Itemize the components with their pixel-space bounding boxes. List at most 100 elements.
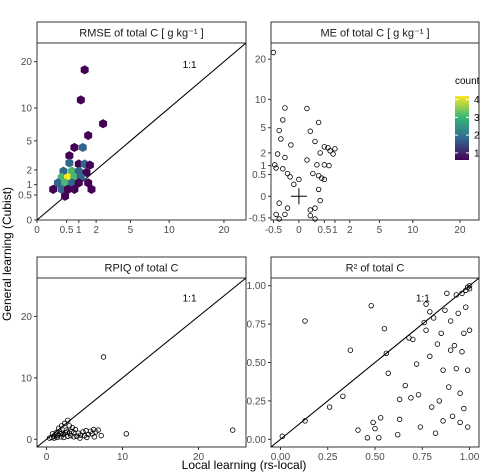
data-point xyxy=(326,404,333,410)
data-point xyxy=(440,367,446,373)
data-point xyxy=(276,200,282,206)
y-tick-label: 10 xyxy=(21,373,33,384)
data-point xyxy=(340,393,346,399)
x-tick-label: 0.00 xyxy=(271,452,291,463)
identity-label: 1:1 xyxy=(183,60,197,71)
data-point xyxy=(372,425,378,432)
data-point xyxy=(312,205,318,211)
data-point xyxy=(377,415,384,421)
hex-bin xyxy=(74,178,83,188)
y-tick-label: -0.5 xyxy=(249,213,267,224)
x-tick-label: 0 xyxy=(296,225,302,236)
data-point xyxy=(466,282,473,289)
data-point xyxy=(307,212,313,219)
data-point xyxy=(457,390,463,396)
data-point xyxy=(270,49,277,56)
data-point xyxy=(280,166,286,172)
data-point xyxy=(327,148,333,154)
x-tick-label: 20 xyxy=(454,225,466,236)
legend-tick-label: 3 xyxy=(474,113,480,124)
data-point xyxy=(279,433,286,439)
hex-bin xyxy=(70,184,79,194)
data-point xyxy=(364,435,371,441)
hex-bin xyxy=(61,191,70,201)
panel-1: RMSE of total C [ g kg⁻¹ ]0 0.5 1 2 5 10 2000.… xyxy=(18,21,247,236)
data-point xyxy=(54,434,60,441)
panel-title: RMSE of total C [ g kg⁻¹ ] xyxy=(79,28,203,40)
x-tick-label: -0.5 xyxy=(265,225,283,236)
x-tick-label: 0.5 xyxy=(60,225,74,236)
x-tick-label: 10 xyxy=(164,225,176,236)
y-tick-label: 0.75 xyxy=(247,320,267,331)
x-tick-label: 0 xyxy=(34,225,40,236)
data-point xyxy=(84,434,90,441)
data-point xyxy=(321,176,328,183)
y-tick-label: 0 xyxy=(26,435,32,446)
hex-bin xyxy=(49,184,58,194)
data-point xyxy=(438,330,444,337)
data-point xyxy=(302,418,308,424)
identity-line xyxy=(36,277,247,448)
y-tick-label: 0.50 xyxy=(247,358,267,369)
x-tick-label: 2 xyxy=(347,225,353,236)
y-tick-label: 0.25 xyxy=(247,396,267,407)
data-point xyxy=(432,430,439,436)
data-point xyxy=(100,354,107,360)
hex-bin xyxy=(99,119,108,129)
hex-bin xyxy=(85,160,94,170)
data-point xyxy=(95,427,101,433)
y-tick-label: 2 xyxy=(26,165,32,176)
hex-bin xyxy=(61,178,70,188)
data-point xyxy=(408,395,414,401)
data-point xyxy=(98,432,104,439)
data-point xyxy=(421,319,427,326)
x-tick-label: 5 xyxy=(128,225,134,236)
data-point xyxy=(383,350,390,356)
data-point xyxy=(427,353,433,360)
hex-bin xyxy=(84,130,93,141)
data-point xyxy=(461,405,467,412)
panel-title: R² of total C xyxy=(346,263,405,275)
y-tick-label: 10 xyxy=(21,104,33,115)
hex-bin xyxy=(82,167,91,178)
hex-bin xyxy=(57,184,66,194)
x-tick-label: 10 xyxy=(117,452,129,463)
data-point xyxy=(410,336,416,343)
x-tick-label: 1 xyxy=(332,225,338,236)
y-tick-label: 0.5 xyxy=(18,190,32,201)
data-point xyxy=(464,424,471,430)
hex-bin xyxy=(84,178,93,188)
data-point xyxy=(310,170,316,177)
data-point xyxy=(276,127,282,134)
x-tick-label: 0.50 xyxy=(365,452,385,463)
data-point xyxy=(53,429,60,436)
data-point xyxy=(332,146,338,152)
data-point xyxy=(415,392,422,398)
y-tick-label: 0 xyxy=(26,216,32,227)
data-point xyxy=(436,398,442,404)
y-tick-label: 20 xyxy=(21,312,33,323)
data-point xyxy=(278,136,284,142)
x-tick-label: 10 xyxy=(407,225,419,236)
panel-frame xyxy=(270,42,480,221)
data-point xyxy=(461,330,467,337)
data-point xyxy=(430,315,437,321)
data-point xyxy=(321,144,328,150)
data-point xyxy=(370,419,376,426)
data-point xyxy=(91,434,98,440)
y-tick-label: 0 xyxy=(260,192,266,203)
data-point xyxy=(355,427,361,433)
legend-title: count xyxy=(455,76,480,87)
panel-3: RPIQ of total C 0 10 20 0 10 20 1:1 xyxy=(21,256,247,463)
hex-bin xyxy=(70,142,79,153)
data-point xyxy=(466,286,473,292)
data-point xyxy=(447,318,454,324)
data-point xyxy=(459,349,465,355)
data-point xyxy=(312,138,318,145)
data-point xyxy=(396,396,403,403)
data-point xyxy=(413,361,420,367)
data-point xyxy=(368,302,374,309)
y-tick-label: 1.00 xyxy=(247,281,267,292)
data-point xyxy=(312,216,318,222)
